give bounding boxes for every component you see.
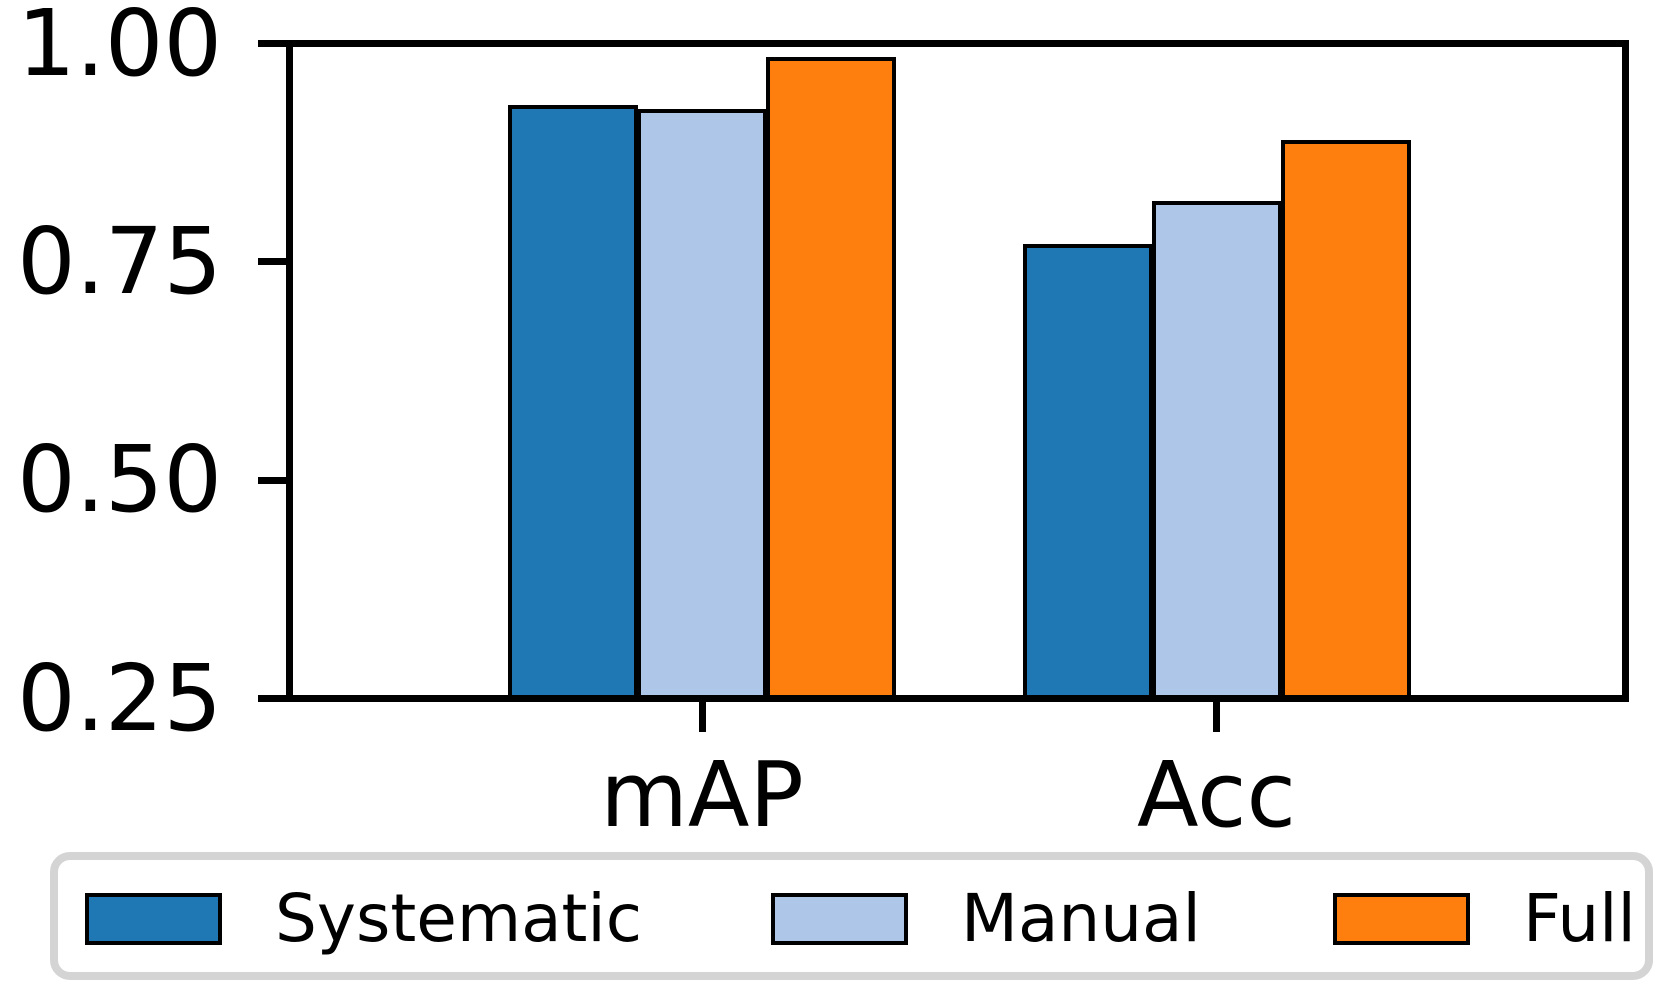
x-tick-label-map: mAP <box>600 743 804 848</box>
bar-manual-acc <box>1152 200 1282 702</box>
y-tick-label: 0.75 <box>17 207 222 315</box>
y-tick-mark <box>258 695 290 702</box>
legend-label-manual: Manual <box>961 880 1201 957</box>
y-tick-label: 0.25 <box>17 644 222 752</box>
x-tick-mark <box>1213 702 1220 732</box>
bar-systematic-map <box>508 104 638 702</box>
x-tick-mark <box>698 702 706 732</box>
y-tick-label: 0.50 <box>17 426 222 534</box>
legend-item-manual: Manual <box>771 886 1201 952</box>
y-tick-mark <box>258 476 290 484</box>
plot-area <box>286 40 1629 702</box>
legend-item-systematic: Systematic <box>85 886 642 952</box>
legend-swatch-manual <box>771 893 908 945</box>
bar-full-acc <box>1281 139 1411 702</box>
y-tick-mark <box>258 40 290 47</box>
legend-swatch-systematic <box>85 893 222 945</box>
legend-label-full: Full <box>1523 880 1636 957</box>
legend-swatch-full <box>1333 893 1470 945</box>
y-tick-mark <box>258 258 290 266</box>
x-tick-label-acc: Acc <box>1137 743 1296 848</box>
legend-label-systematic: Systematic <box>275 880 643 957</box>
legend-item-full: Full <box>1333 886 1636 952</box>
legend: Systematic Manual Full <box>50 852 1653 980</box>
bar-full-map <box>766 56 896 702</box>
bar-manual-map <box>637 109 767 702</box>
bar-systematic-acc <box>1023 244 1153 702</box>
y-tick-label: 1.00 <box>17 0 222 97</box>
